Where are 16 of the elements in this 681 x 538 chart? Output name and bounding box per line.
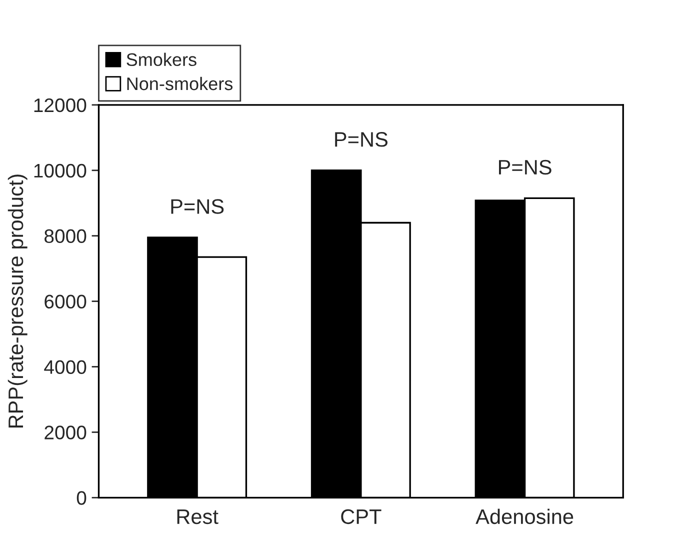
y-tick-label: 10000 [34, 164, 86, 178]
y-axis-title: RPP(rate-pressure product) [8, 174, 28, 428]
legend-label: Smokers [126, 52, 196, 66]
annotation: P=NS [499, 160, 552, 175]
annotation: P=NS [171, 199, 224, 214]
x-tick-label: Rest [177, 510, 218, 524]
annotation: P=NS [335, 132, 388, 147]
y-tick-label: 12000 [34, 98, 86, 112]
y-tick-label: 6000 [44, 294, 86, 309]
legend-label: Non-smokers [127, 76, 233, 90]
x-tick-label: CPT [341, 509, 382, 524]
y-tick-label: 2000 [44, 426, 86, 440]
y-tick-label: 4000 [44, 360, 86, 374]
y-tick-label: 8000 [44, 229, 86, 244]
y-tick-label: 0 [76, 491, 86, 505]
x-tick-label: Adenosine [476, 508, 574, 524]
